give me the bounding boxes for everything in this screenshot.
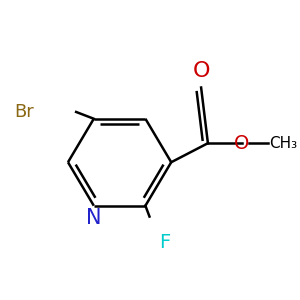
Text: F: F bbox=[159, 233, 170, 252]
Text: N: N bbox=[86, 208, 101, 228]
Text: Br: Br bbox=[14, 103, 34, 121]
Text: CH₃: CH₃ bbox=[269, 136, 297, 151]
Text: O: O bbox=[192, 61, 210, 81]
Text: O: O bbox=[234, 134, 250, 153]
